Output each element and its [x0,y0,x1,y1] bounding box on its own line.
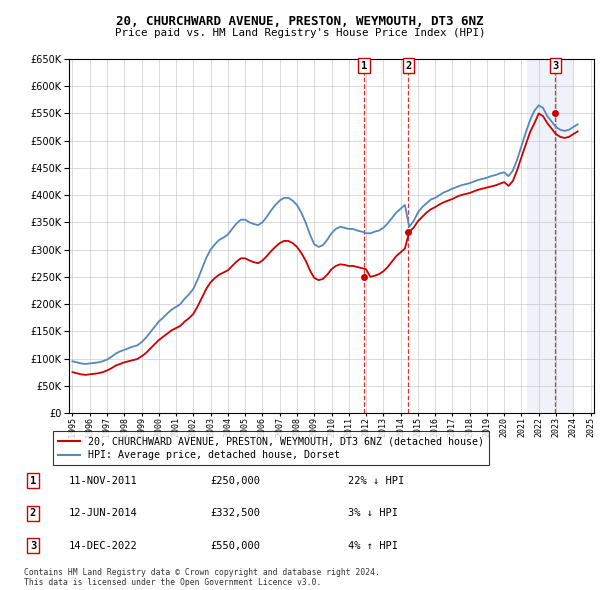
Text: 3% ↓ HPI: 3% ↓ HPI [348,509,398,518]
Text: 2: 2 [405,61,412,71]
Text: 3: 3 [30,541,36,550]
Text: 12-JUN-2014: 12-JUN-2014 [69,509,138,518]
Text: £250,000: £250,000 [210,476,260,486]
Text: 2: 2 [30,509,36,518]
Text: 11-NOV-2011: 11-NOV-2011 [69,476,138,486]
Text: Contains HM Land Registry data © Crown copyright and database right 2024.
This d: Contains HM Land Registry data © Crown c… [24,568,380,587]
Text: 3: 3 [552,61,559,71]
Text: 22% ↓ HPI: 22% ↓ HPI [348,476,404,486]
Text: Price paid vs. HM Land Registry's House Price Index (HPI): Price paid vs. HM Land Registry's House … [115,28,485,38]
Bar [527,59,573,413]
Text: 1: 1 [361,61,367,71]
Text: 1: 1 [30,476,36,486]
Legend: 20, CHURCHWARD AVENUE, PRESTON, WEYMOUTH, DT3 6NZ (detached house), HPI: Average: 20, CHURCHWARD AVENUE, PRESTON, WEYMOUTH… [53,431,489,466]
Text: 4% ↑ HPI: 4% ↑ HPI [348,541,398,550]
Text: £332,500: £332,500 [210,509,260,518]
Text: £550,000: £550,000 [210,541,260,550]
Text: 14-DEC-2022: 14-DEC-2022 [69,541,138,550]
Text: 20, CHURCHWARD AVENUE, PRESTON, WEYMOUTH, DT3 6NZ: 20, CHURCHWARD AVENUE, PRESTON, WEYMOUTH… [116,15,484,28]
